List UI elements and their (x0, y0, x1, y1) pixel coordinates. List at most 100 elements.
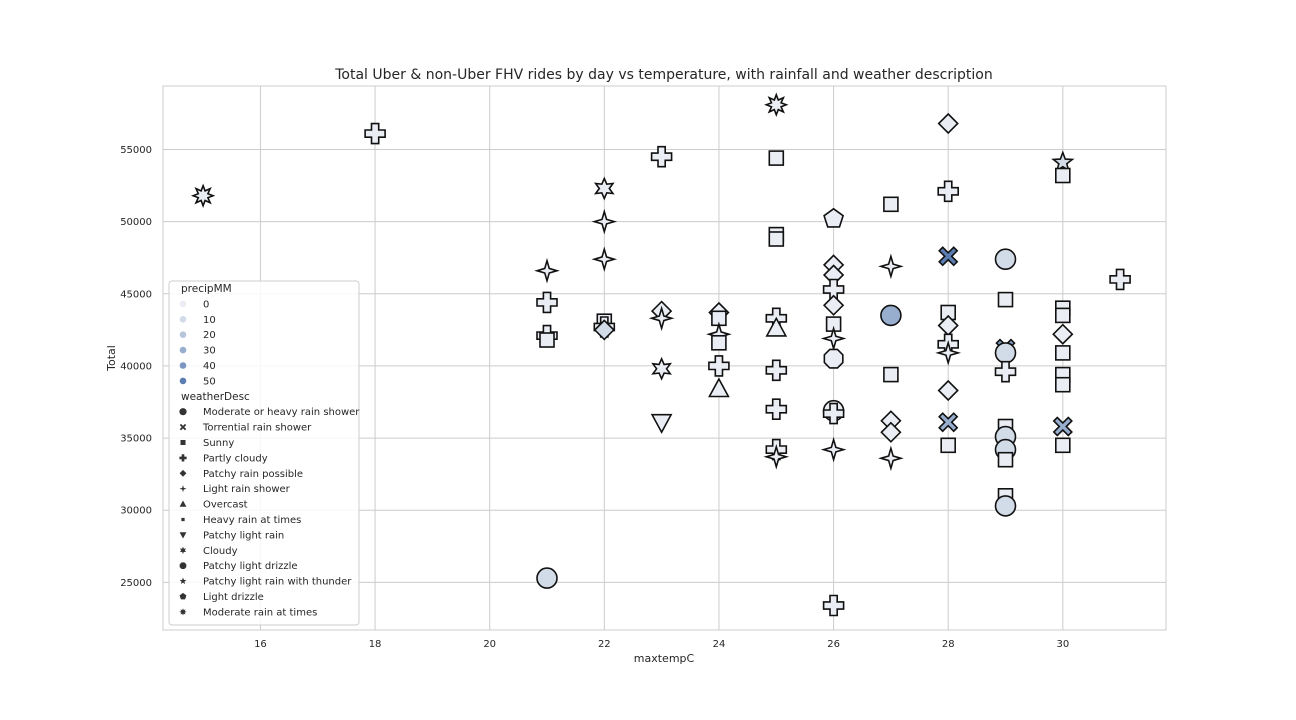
legend-hue-entry: 20 (179, 330, 216, 341)
legend-style-label: Light drizzle (203, 592, 264, 603)
legend-hue-label: 20 (203, 330, 216, 341)
legend-hue-entry: 0 (179, 299, 209, 310)
data-point (1051, 150, 1075, 173)
data-point (994, 360, 1017, 383)
legend-hue-swatch (179, 346, 187, 354)
data-point (650, 145, 673, 168)
data-point (1055, 437, 1071, 454)
data-point (937, 379, 959, 402)
data-point (539, 332, 555, 348)
legend-style-entry: Heavy rain at times (181, 515, 301, 526)
data-point (765, 359, 788, 382)
legend-style-entry: Patchy rain possible (179, 469, 303, 480)
legend-style-entry: Cloudy (179, 546, 238, 557)
legend-marker-icon (179, 577, 187, 585)
data-point (591, 208, 618, 235)
legend-hue-label: 40 (203, 361, 216, 372)
legend: precipMM 0 10 20 30 40 50 weatherDesc Moderate o… (168, 280, 360, 626)
y-tick-label: 45000 (120, 289, 152, 300)
legend-marker-icon (179, 454, 187, 462)
chart-title: Total Uber & non-Uber FHV rides by day v… (334, 67, 992, 83)
legend-style-label: Partly cloudy (203, 453, 268, 464)
legend-style-entry: Patchy light rain with thunder (179, 577, 352, 588)
legend-hue-entry: 10 (179, 315, 216, 326)
legend-style-label: Moderate or heavy rain shower (203, 407, 360, 418)
legend-style-label: Heavy rain at times (203, 515, 301, 526)
legend-style-entry: Torrential rain shower (179, 423, 312, 434)
data-point (708, 355, 730, 377)
legend-style-label: Cloudy (203, 546, 238, 557)
data-point (1055, 376, 1071, 393)
legend-hue-label: 0 (203, 299, 209, 310)
legend-style-label: Sunny (203, 438, 234, 449)
x-tick-label: 28 (942, 639, 955, 650)
legend-style-entry: Sunny (180, 438, 234, 449)
data-point (1055, 307, 1071, 324)
legend-style-entry: Moderate rain at times (179, 607, 317, 618)
legend-marker-icon (179, 469, 187, 477)
data-point (822, 594, 845, 617)
legend-marker-icon (179, 608, 187, 616)
data-point (883, 196, 899, 213)
legend-hue-label: 30 (203, 346, 216, 357)
data-point (822, 402, 845, 425)
data-point (536, 291, 558, 314)
data-point (768, 150, 785, 166)
legend-style-label: Patchy rain possible (203, 469, 303, 480)
data-point (997, 291, 1014, 308)
x-tick-label: 18 (369, 639, 382, 650)
legend-marker-icon (179, 546, 187, 554)
data-point (768, 231, 785, 247)
data-point (823, 348, 844, 369)
x-tick-label: 30 (1056, 639, 1069, 650)
legend-marker-icon (179, 500, 187, 507)
legend-style-entry: Patchy light drizzle (179, 561, 298, 572)
x-axis: 16 18 20 22 24 26 28 30 (254, 639, 1069, 650)
data-point (1052, 323, 1074, 345)
x-tick-label: 24 (713, 639, 726, 650)
data-point (880, 421, 902, 443)
legend-hue-entry: 40 (179, 361, 216, 372)
x-tick-label: 22 (598, 639, 611, 650)
data-point (938, 412, 959, 433)
data-point (1055, 345, 1071, 361)
x-axis-label: maxtempC (634, 652, 695, 665)
data-point (708, 377, 730, 398)
data-point (994, 248, 1017, 271)
data-point (764, 92, 789, 118)
legend-hue-swatch (179, 377, 187, 385)
data-point (820, 436, 847, 463)
legend-marker-icon (179, 532, 187, 539)
data-point (765, 316, 788, 337)
data-point (536, 567, 558, 589)
data-point (994, 342, 1017, 364)
data-point (883, 366, 899, 383)
legend-style-label: Torrential rain shower (202, 423, 312, 434)
data-point (823, 207, 845, 228)
y-tick-label: 40000 (120, 361, 152, 372)
data-point (820, 325, 847, 352)
data-point (938, 246, 959, 267)
legend-style-title: weatherDesc (181, 391, 250, 403)
data-point (880, 304, 902, 327)
legend-style-label: Overcast (203, 500, 248, 511)
legend-style-entry: Overcast (179, 500, 248, 511)
y-tick-label: 55000 (120, 145, 152, 156)
data-point (878, 445, 904, 472)
legend-marker-icon (179, 562, 187, 570)
data-point (822, 294, 845, 316)
legend-hue-title: precipMM (181, 283, 232, 295)
legend-style-entry: Light rain shower (179, 484, 291, 495)
legend-marker-icon (179, 485, 187, 493)
legend-hue-swatch (179, 300, 187, 308)
legend-hue-label: 10 (203, 315, 216, 326)
data-points (190, 92, 1131, 617)
data-point (1109, 268, 1131, 291)
legend-marker-icon (179, 423, 187, 431)
data-point (648, 305, 675, 332)
y-axis-label: Total (105, 345, 118, 372)
data-point (650, 413, 673, 434)
legend-marker-icon (180, 439, 186, 446)
y-tick-label: 25000 (120, 578, 152, 589)
